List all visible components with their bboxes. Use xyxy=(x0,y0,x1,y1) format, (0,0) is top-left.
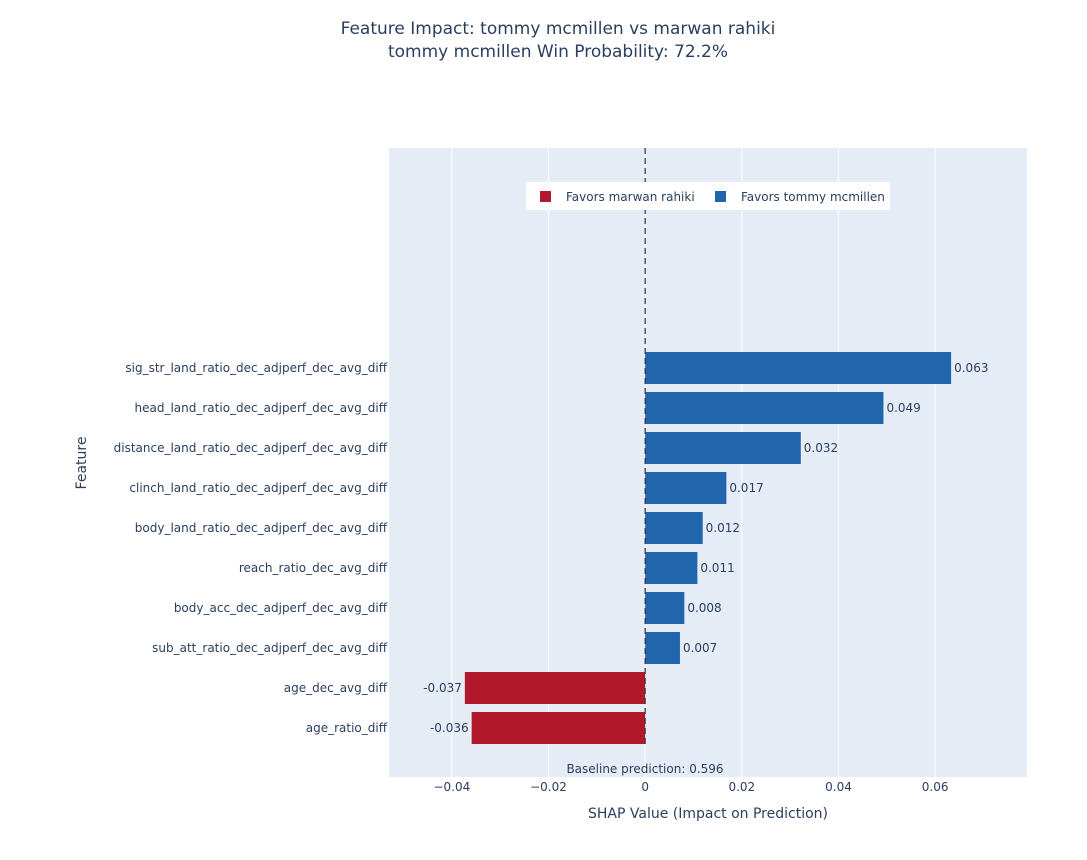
bars xyxy=(464,352,952,744)
chart-subtitle: tommy mcmillen Win Probability: 72.2% xyxy=(388,42,728,62)
bar-value-label: 0.011 xyxy=(700,561,734,575)
y-tick-label: sub_att_ratio_dec_adjperf_dec_avg_diff xyxy=(152,641,388,655)
y-tick-label: body_acc_dec_adjperf_dec_avg_diff xyxy=(174,601,388,615)
bar-sig-str-land-ratio-dec-adjperf-dec-avg-diff[interactable] xyxy=(645,352,952,384)
legend: Favors marwan rahiki Favors tommy mcmill… xyxy=(526,182,890,210)
bar-value-labels: 0.063 0.049 0.032 0.017 0.012 0.011 0.008 0.007… xyxy=(423,361,988,735)
y-tick-label: reach_ratio_dec_avg_diff xyxy=(239,561,388,575)
bar-sub-att-ratio-dec-adjperf-dec-avg-diff[interactable] xyxy=(645,632,680,664)
legend-item-marwan[interactable]: Favors marwan rahiki xyxy=(566,190,695,204)
bar-value-label: 0.008 xyxy=(687,601,721,615)
y-tick-label: sig_str_land_ratio_dec_adjperf_dec_avg_d… xyxy=(125,361,387,375)
y-tick-label: distance_land_ratio_dec_adjperf_dec_avg_… xyxy=(114,441,388,455)
bar-clinch-land-ratio-dec-adjperf-dec-avg-diff[interactable] xyxy=(645,472,727,504)
y-tick-label: body_land_ratio_dec_adjperf_dec_avg_diff xyxy=(135,521,388,535)
x-tick-label: 0.02 xyxy=(728,780,755,794)
y-tick-label: clinch_land_ratio_dec_adjperf_dec_avg_di… xyxy=(129,481,387,495)
x-tick-label: 0 xyxy=(641,780,649,794)
bar-value-label: 0.007 xyxy=(683,641,717,655)
legend-item-tommy[interactable]: Favors tommy mcmillen xyxy=(741,190,885,204)
x-tick-label: 0.04 xyxy=(825,780,852,794)
y-tick-label: head_land_ratio_dec_adjperf_dec_avg_diff xyxy=(135,401,388,415)
x-axis-title: SHAP Value (Impact on Prediction) xyxy=(588,806,828,822)
bar-age-ratio-diff[interactable] xyxy=(471,712,646,744)
legend-swatch-tommy[interactable] xyxy=(715,191,726,202)
chart-title: Feature Impact: tommy mcmillen vs marwan… xyxy=(341,19,776,39)
bar-value-label: 0.032 xyxy=(804,441,838,455)
bar-age-dec-avg-diff[interactable] xyxy=(464,672,646,704)
bar-reach-ratio-dec-avg-diff[interactable] xyxy=(645,552,698,584)
y-tick-labels: sig_str_land_ratio_dec_adjperf_dec_avg_d… xyxy=(114,361,388,735)
bar-value-label: 0.012 xyxy=(706,521,740,535)
legend-swatch-marwan[interactable] xyxy=(540,191,551,202)
x-tick-label: −0.02 xyxy=(530,780,567,794)
x-tick-label: 0.06 xyxy=(922,780,949,794)
x-tick-label: −0.04 xyxy=(433,780,470,794)
bar-value-label: -0.037 xyxy=(423,681,462,695)
bar-value-label: 0.049 xyxy=(886,401,920,415)
bar-body-acc-dec-adjperf-dec-avg-diff[interactable] xyxy=(645,592,685,624)
legend-background xyxy=(526,182,890,210)
baseline-annotation: Baseline prediction: 0.596 xyxy=(566,762,723,776)
bar-value-label: -0.036 xyxy=(430,721,469,735)
y-tick-label: age_ratio_diff xyxy=(306,721,388,735)
bar-head-land-ratio-dec-adjperf-dec-avg-diff[interactable] xyxy=(645,392,884,424)
y-axis-title: Feature xyxy=(74,437,90,490)
y-tick-label: age_dec_avg_diff xyxy=(284,681,388,695)
bar-distance-land-ratio-dec-adjperf-dec-avg-diff[interactable] xyxy=(645,432,801,464)
bar-value-label: 0.063 xyxy=(954,361,988,375)
bar-value-label: 0.017 xyxy=(729,481,763,495)
bar-body-land-ratio-dec-adjperf-dec-avg-diff[interactable] xyxy=(645,512,703,544)
x-tick-labels: −0.04 −0.02 0 0.02 0.04 0.06 xyxy=(433,780,948,794)
